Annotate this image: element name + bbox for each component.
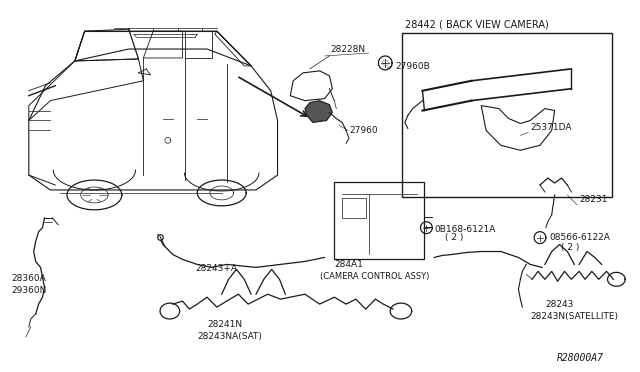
- Text: 28442 ( BACK VIEW CAMERA): 28442 ( BACK VIEW CAMERA): [405, 19, 548, 29]
- Text: 0B168-6121A: 0B168-6121A: [434, 225, 495, 234]
- Text: 28241N: 28241N: [207, 320, 242, 329]
- Text: 08566-6122A: 08566-6122A: [550, 233, 611, 242]
- Text: 28231: 28231: [579, 195, 607, 204]
- Text: ( 2 ): ( 2 ): [445, 232, 463, 241]
- Text: 28243+A: 28243+A: [195, 264, 237, 273]
- Bar: [334, 182, 424, 259]
- Text: ( 2 ): ( 2 ): [561, 243, 579, 251]
- Text: 29360N: 29360N: [11, 286, 47, 295]
- Text: 284A1: 284A1: [334, 260, 364, 269]
- Text: 28243N(SATELLITE): 28243N(SATELLITE): [530, 312, 618, 321]
- Text: 27960: 27960: [349, 126, 378, 135]
- Text: (CAMERA CONTROL ASSY): (CAMERA CONTROL ASSY): [319, 272, 429, 281]
- Text: 25371DA: 25371DA: [530, 124, 572, 132]
- Bar: [342, 198, 365, 218]
- Text: 28243: 28243: [545, 300, 573, 309]
- Text: 27960B: 27960B: [395, 62, 430, 71]
- Bar: [402, 33, 612, 197]
- Polygon shape: [305, 101, 332, 122]
- Text: 28228N: 28228N: [330, 45, 365, 54]
- Text: 28243NA(SAT): 28243NA(SAT): [197, 332, 262, 341]
- Text: 28360A: 28360A: [11, 274, 46, 283]
- Text: R28000A7: R28000A7: [557, 353, 604, 363]
